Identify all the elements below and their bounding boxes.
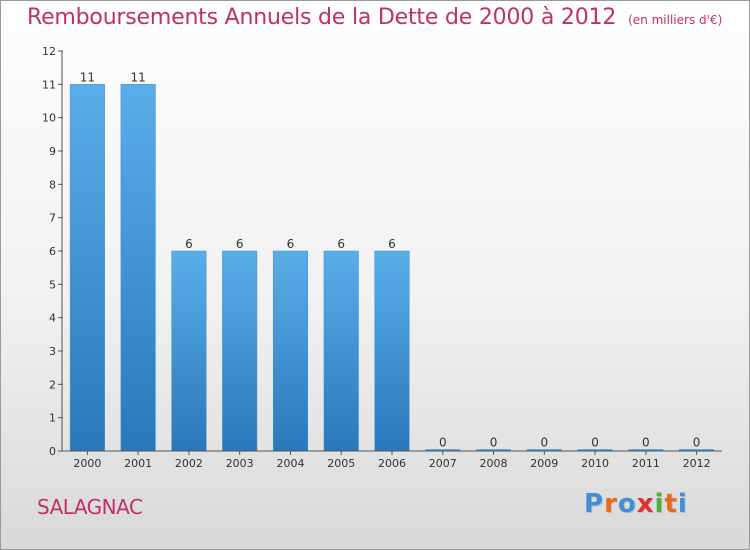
x-tick-label: 2002 xyxy=(175,457,203,470)
bar-value-label: 0 xyxy=(693,436,701,450)
y-tick-label: 7 xyxy=(49,212,56,225)
x-tick-label: 2011 xyxy=(632,457,660,470)
x-tick-label: 2001 xyxy=(124,457,152,470)
bar-value-label: 6 xyxy=(185,237,193,251)
bar-value-label: 11 xyxy=(80,70,95,84)
x-tick-label: 2012 xyxy=(683,457,711,470)
y-tick-label: 1 xyxy=(49,412,56,425)
y-tick-label: 8 xyxy=(49,178,56,191)
y-tick-label: 12 xyxy=(42,45,56,58)
commune-name: SALAGNAC xyxy=(37,495,143,519)
x-tick-label: 2006 xyxy=(378,457,406,470)
bar-value-label: 6 xyxy=(287,237,295,251)
x-tick-label: 2008 xyxy=(480,457,508,470)
y-tick-label: 9 xyxy=(49,145,56,158)
bar-value-label: 0 xyxy=(490,436,498,450)
proxiti-logo: Proxiti xyxy=(584,489,688,519)
x-tick-label: 2000 xyxy=(73,457,101,470)
chart-title-text: Remboursements Annuels de la Dette de 20… xyxy=(27,5,617,30)
bar xyxy=(222,250,258,452)
y-tick-label: 2 xyxy=(49,378,56,391)
bar xyxy=(323,250,359,452)
x-tick-label: 2010 xyxy=(581,457,609,470)
bar-value-label: 6 xyxy=(236,237,244,251)
logo-letter: P xyxy=(584,489,605,519)
logo-letter: i xyxy=(654,489,665,519)
y-tick-label: 6 xyxy=(49,245,56,258)
bar xyxy=(272,250,308,452)
x-tick-label: 2009 xyxy=(530,457,558,470)
x-tick-label: 2004 xyxy=(276,457,304,470)
bar-value-label: 6 xyxy=(337,237,345,251)
logo-letter: o xyxy=(617,489,637,519)
y-tick-label: 0 xyxy=(49,445,56,458)
y-tick-label: 4 xyxy=(49,312,56,325)
x-tick-label: 2007 xyxy=(429,457,457,470)
bar-value-label: 0 xyxy=(540,436,548,450)
bar-value-label: 0 xyxy=(642,436,650,450)
bar xyxy=(120,84,156,452)
chart-unit: (en milliers d'€) xyxy=(628,13,723,27)
bar-value-label: 0 xyxy=(439,436,447,450)
x-tick-label: 2005 xyxy=(327,457,355,470)
x-tick-label: 2003 xyxy=(226,457,254,470)
y-tick-label: 10 xyxy=(42,112,56,125)
y-tick-label: 5 xyxy=(49,278,56,291)
bar-value-label: 0 xyxy=(591,436,599,450)
bar xyxy=(171,250,207,452)
bar-value-label: 11 xyxy=(131,70,146,84)
bar-value-label: 6 xyxy=(388,237,396,251)
logo-letter: x xyxy=(636,489,655,519)
logo-letter: i xyxy=(677,489,688,519)
y-tick-label: 3 xyxy=(49,345,56,358)
bar xyxy=(69,84,105,452)
logo-letter: r xyxy=(604,489,618,519)
logo-letter: t xyxy=(664,489,678,519)
bar xyxy=(374,250,410,452)
y-tick-label: 11 xyxy=(42,78,56,91)
chart-title: Remboursements Annuels de la Dette de 20… xyxy=(27,5,722,30)
